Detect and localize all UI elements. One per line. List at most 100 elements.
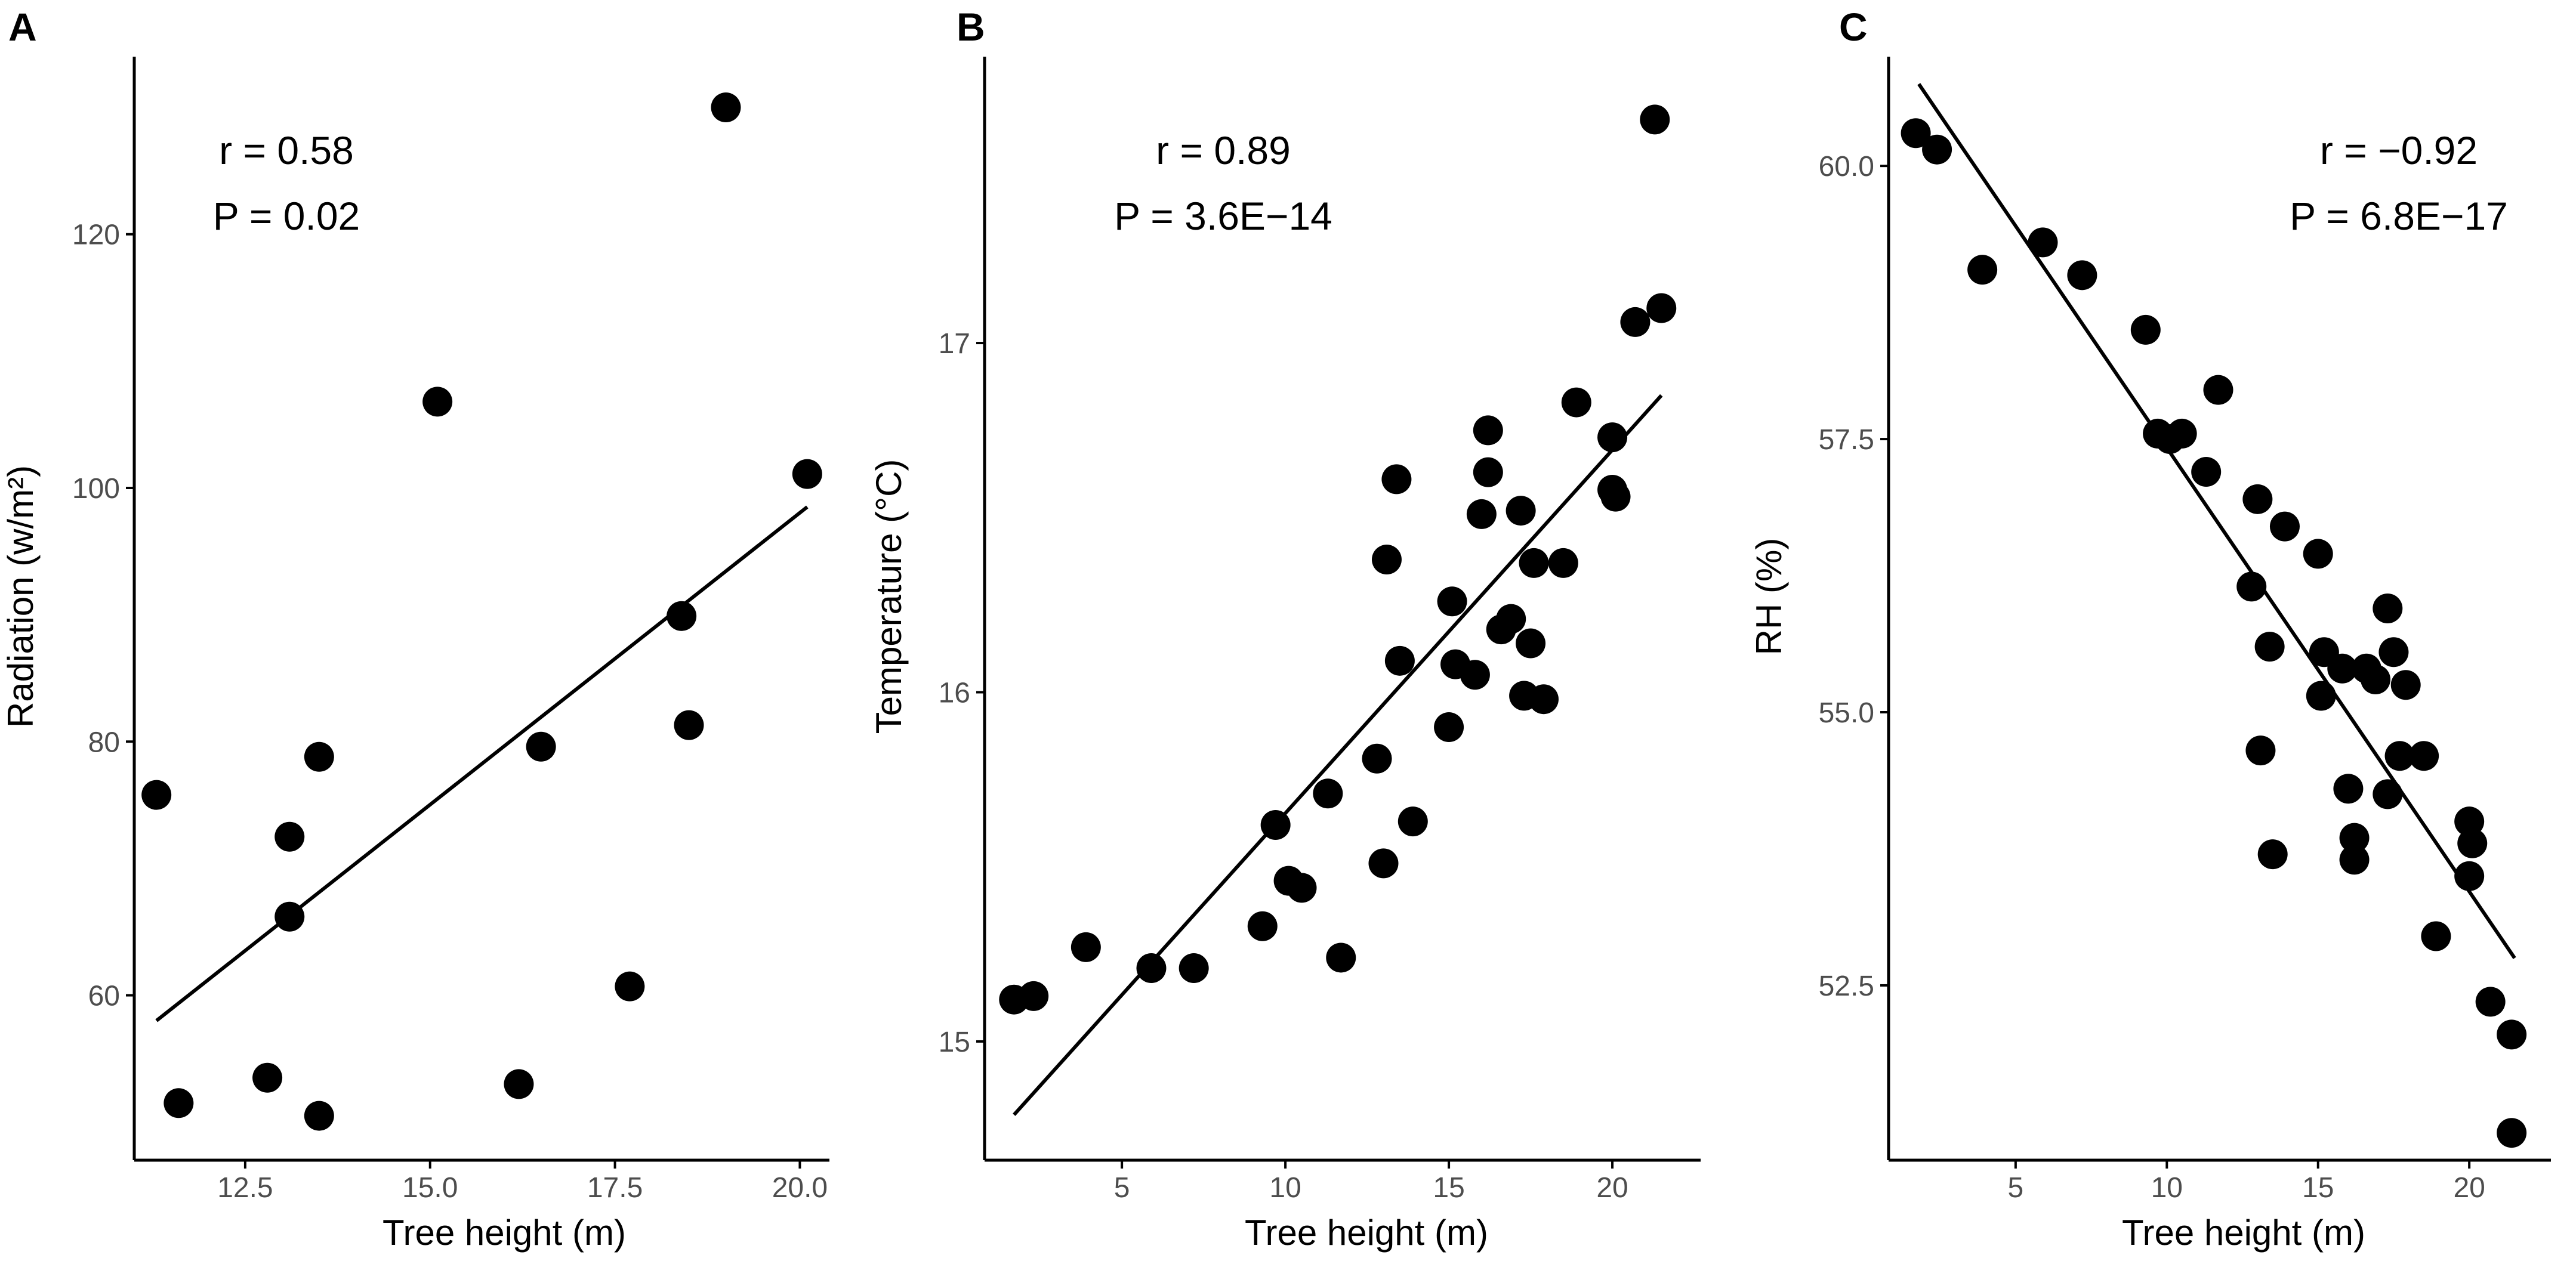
panel-c-data-point — [2303, 539, 2333, 569]
panel-b-r-value: r = 0.89 — [1156, 128, 1291, 172]
panel-a-y-axis-title: Radiation (w/m²) — [1, 465, 41, 728]
panel-a-data-point — [674, 710, 704, 740]
panel-b-data-point — [1260, 809, 1291, 840]
panel-b-data-point — [1362, 743, 1392, 774]
panel-a-data-point — [252, 1062, 283, 1093]
panel-c-y-tick-label: 52.5 — [1819, 971, 1874, 1002]
panel-b-data-point — [1371, 545, 1402, 575]
panel-b-x-tick-label: 5 — [1114, 1172, 1130, 1204]
panel-b-y-tick-label: 17 — [939, 328, 970, 360]
panel-b-x-tick-label: 10 — [1269, 1172, 1301, 1204]
panel-a-data-point — [304, 741, 334, 772]
panel-b-label: B — [957, 5, 985, 49]
panel-c-y-axis-title: RH (%) — [1749, 538, 1789, 656]
panel-b-data-point — [1368, 848, 1399, 879]
panel-c-data-point — [2203, 375, 2233, 405]
panel-c: C 5 10 15 20 52.5 55.0 57.5 60.0 r = −0.92 P = … — [1749, 5, 2551, 1253]
panel-b-data-point — [1070, 932, 1101, 962]
panel-a-data-point — [792, 459, 822, 489]
panel-b-data-point — [1384, 645, 1415, 676]
panel-c-data-point — [2254, 632, 2285, 662]
panel-b-regression-line — [1013, 394, 1663, 1116]
panel-a-y-tick-label: 120 — [72, 220, 120, 251]
panel-b-data-point — [1496, 604, 1526, 634]
panel-a-y-tick-label: 60 — [88, 981, 120, 1012]
panel-c-x-tick-label: 10 — [2151, 1172, 2183, 1204]
panel-b-data-point — [1646, 293, 1677, 323]
panel-c-data-point — [2339, 823, 2370, 853]
panel-b-data-point — [1519, 548, 1549, 578]
panel-c-data-point — [2457, 828, 2488, 858]
panel-c-data-point — [2167, 418, 2197, 449]
panel-c-y-tick-label: 60.0 — [1819, 151, 1874, 183]
panel-b-data-point — [1516, 628, 1546, 659]
panel-a-x-tick-label: 17.5 — [587, 1172, 643, 1204]
panel-c-data-point — [2236, 571, 2267, 602]
panel-b-data-point — [1600, 481, 1631, 512]
panel-a-data-point — [141, 780, 172, 810]
panel-a-x-axis-title: Tree height (m) — [382, 1213, 626, 1253]
panel-c-data-point — [2384, 741, 2415, 771]
panel-b-data-point — [1437, 586, 1467, 617]
panel-c-data-point — [2373, 779, 2403, 809]
panel-b-x-tick-label: 15 — [1433, 1172, 1464, 1204]
panel-a-y-tick-label: 80 — [88, 727, 120, 758]
panel-a: A 12.5 15.0 17.5 20.0 60 80 100 120 r = 0.58 P … — [1, 5, 829, 1253]
panel-c-data-point — [2306, 681, 2336, 711]
panel-c-data-point — [2339, 845, 2370, 875]
panel-c-x-tick-label: 15 — [2302, 1172, 2334, 1204]
panel-b-data-point — [1561, 387, 1591, 418]
panel-a-data-point — [274, 901, 305, 932]
panel-c-x-tick-label: 20 — [2453, 1172, 2485, 1204]
panel-b-data-point — [1466, 499, 1497, 529]
panel-a-plot: 12.5 15.0 17.5 20.0 60 80 100 120 — [72, 57, 829, 1204]
panel-c-data-point — [2378, 637, 2409, 667]
panel-a-data-point — [526, 731, 556, 762]
panel-c-data-point — [2361, 665, 2391, 695]
panel-b-p-value: P = 3.6E−14 — [1114, 194, 1332, 238]
panel-c-data-point — [1901, 118, 1931, 149]
panel-b-y-tick-label: 15 — [939, 1027, 970, 1058]
panel-c-data-point — [2067, 260, 2097, 290]
panel-c-data-point — [2333, 774, 2364, 804]
panel-b-data-point — [1326, 942, 1356, 973]
panel-c-data-point — [2191, 457, 2222, 487]
panel-a-r-value: r = 0.58 — [219, 128, 354, 172]
panel-c-plot: 5 10 15 20 52.5 55.0 57.5 60.0 — [1819, 57, 2551, 1204]
panel-a-y-tick-label: 100 — [72, 473, 120, 505]
panel-c-data-point — [2409, 741, 2439, 771]
panel-b-data-point — [1247, 911, 1278, 941]
panel-b-data-point — [1397, 806, 1428, 837]
panel-c-x-axis-title: Tree height (m) — [2122, 1213, 2365, 1253]
panel-c-y-tick-label: 57.5 — [1819, 424, 1874, 456]
panel-c-data-point — [2497, 1019, 2527, 1050]
panel-b-data-point — [1179, 953, 1209, 984]
panel-c-data-point — [2028, 227, 2058, 258]
panel-a-x-tick-label: 20.0 — [772, 1172, 828, 1204]
panel-a-data-point — [274, 821, 305, 852]
panel-b-data-point — [1287, 873, 1317, 903]
panel-c-r-value: r = −0.92 — [2320, 128, 2478, 172]
panel-b: B 5 10 15 20 15 16 17 r = 0.89 P = 3.6E−14 Tre… — [869, 5, 1701, 1253]
panel-a-data-point — [304, 1101, 334, 1131]
panel-c-label: C — [1839, 5, 1868, 49]
panel-c-data-point — [2373, 594, 2403, 623]
panel-b-data-point — [1381, 464, 1412, 494]
panel-b-plot: 5 10 15 20 15 16 17 — [939, 57, 1701, 1204]
panel-b-data-point — [1597, 422, 1628, 453]
panel-c-data-point — [2245, 735, 2276, 766]
panel-b-data-point — [1019, 981, 1049, 1011]
panel-c-data-point — [2130, 314, 2161, 345]
panel-a-regression-line — [155, 505, 809, 1022]
panel-a-data-point — [422, 387, 453, 417]
panel-c-data-point — [1922, 134, 1952, 165]
panel-b-data-point — [1136, 953, 1167, 984]
panel-c-data-point — [2269, 511, 2300, 542]
panel-c-data-point — [2257, 839, 2288, 870]
panel-b-data-point — [1460, 660, 1490, 690]
panel-c-data-point — [2454, 861, 2485, 891]
panel-a-data-point — [711, 92, 741, 123]
panel-b-data-point — [1548, 548, 1578, 578]
